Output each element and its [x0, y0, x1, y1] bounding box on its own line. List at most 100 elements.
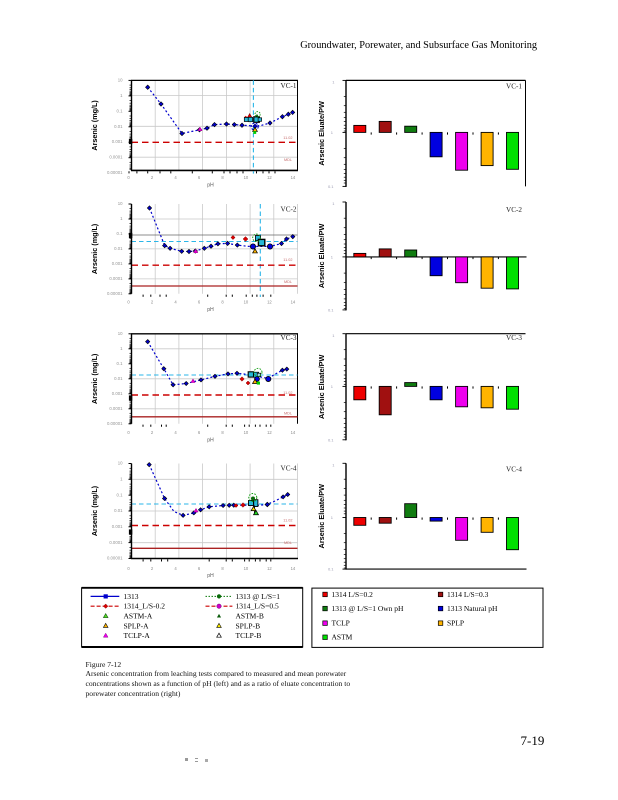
svg-text:0.01: 0.01: [114, 124, 123, 129]
svg-text:1: 1: [331, 255, 334, 260]
svg-text:6: 6: [198, 430, 201, 435]
svg-text:VC-4: VC-4: [506, 466, 522, 474]
svg-text:VC-4: VC-4: [281, 464, 297, 472]
svg-text:10: 10: [244, 566, 249, 571]
svg-text:11.02: 11.02: [283, 136, 292, 140]
svg-text:4: 4: [174, 299, 177, 304]
svg-text:0.0001: 0.0001: [109, 155, 123, 160]
svg-text:11.02: 11.02: [283, 258, 292, 262]
svg-text:1: 1: [120, 476, 123, 481]
svg-text:10: 10: [118, 77, 123, 82]
svg-text:1313: 1313: [124, 592, 139, 601]
svg-text:0: 0: [127, 175, 130, 180]
svg-text:0.1: 0.1: [328, 308, 334, 313]
svg-text:TCLP-A: TCLP-A: [124, 631, 151, 640]
svg-text:10: 10: [244, 430, 249, 435]
svg-text:VC-3: VC-3: [281, 334, 297, 342]
svg-text:MDL: MDL: [284, 412, 292, 416]
svg-text:8: 8: [221, 430, 224, 435]
svg-text:1: 1: [120, 346, 123, 351]
svg-text:4: 4: [174, 430, 177, 435]
svg-text:1: 1: [332, 333, 335, 338]
svg-text:VC-2: VC-2: [506, 206, 522, 214]
svg-text:8: 8: [221, 566, 224, 571]
svg-text:10: 10: [244, 175, 249, 180]
svg-text:Arsenic (mg/L): Arsenic (mg/L): [90, 100, 99, 151]
svg-text:0.001: 0.001: [112, 524, 123, 529]
svg-text:10: 10: [118, 461, 123, 466]
svg-text:VC-2: VC-2: [281, 206, 297, 214]
svg-text:10: 10: [118, 201, 123, 206]
svg-text:2: 2: [151, 299, 154, 304]
svg-text:SPLP-A: SPLP-A: [124, 621, 150, 630]
svg-text:pH: pH: [207, 307, 214, 313]
svg-text:0.1: 0.1: [117, 231, 124, 236]
svg-text:12: 12: [267, 299, 272, 304]
svg-text:0: 0: [127, 566, 130, 571]
svg-text:2: 2: [151, 566, 154, 571]
svg-text:0.001: 0.001: [112, 391, 123, 396]
svg-text:ASTM-A: ASTM-A: [124, 612, 153, 621]
svg-text:10: 10: [244, 299, 249, 304]
svg-text:pH: pH: [207, 183, 214, 189]
svg-text:0.0001: 0.0001: [109, 276, 123, 281]
svg-text:0.00001: 0.00001: [107, 170, 123, 175]
svg-text:14: 14: [291, 430, 296, 435]
svg-text:4: 4: [174, 566, 177, 571]
svg-text:VC-1: VC-1: [281, 82, 297, 90]
svg-text:0: 0: [127, 430, 130, 435]
svg-text:10: 10: [118, 331, 123, 336]
svg-text:0.00001: 0.00001: [107, 421, 123, 426]
svg-text:0.001: 0.001: [112, 261, 123, 266]
svg-text:0.01: 0.01: [114, 246, 123, 251]
svg-text:2: 2: [151, 430, 154, 435]
svg-text:pH: pH: [207, 438, 214, 444]
svg-text:Arsenic Eluate/PW: Arsenic Eluate/PW: [317, 484, 326, 549]
svg-text:0.0001: 0.0001: [109, 540, 123, 545]
svg-text:1313 @ L/S=1: 1313 @ L/S=1: [236, 592, 281, 601]
svg-text:11.02: 11.02: [283, 391, 292, 395]
svg-text:0.01: 0.01: [114, 376, 123, 381]
svg-text:TCLP-B: TCLP-B: [236, 631, 262, 640]
svg-text:1313 @ L/S=1 Own pH: 1313 @ L/S=1 Own pH: [332, 604, 405, 613]
svg-text:1: 1: [120, 216, 123, 221]
svg-text:Arsenic Eluate/PW: Arsenic Eluate/PW: [317, 101, 326, 166]
svg-text:pH: pH: [207, 573, 214, 579]
svg-text:0.1: 0.1: [117, 492, 124, 497]
svg-text:1314_L/S=0.5: 1314_L/S=0.5: [236, 602, 279, 611]
svg-text:0: 0: [127, 299, 130, 304]
svg-text:1: 1: [331, 515, 334, 520]
svg-text:12: 12: [267, 430, 272, 435]
svg-text:MDL: MDL: [284, 541, 292, 545]
svg-text:1: 1: [332, 463, 335, 468]
svg-text:0.00001: 0.00001: [107, 556, 123, 561]
svg-text:12: 12: [267, 566, 272, 571]
svg-text:0.1: 0.1: [328, 567, 334, 572]
svg-text:ASTM-B: ASTM-B: [236, 612, 264, 621]
svg-text:SPLP-B: SPLP-B: [236, 621, 261, 630]
svg-text:SPLP: SPLP: [447, 619, 464, 628]
svg-text:8: 8: [221, 299, 224, 304]
svg-text:11.02: 11.02: [283, 519, 292, 523]
svg-text:TCLP: TCLP: [332, 619, 350, 628]
svg-text:1313 Natural pH: 1313 Natural pH: [447, 604, 498, 613]
svg-text:1314_L/S-0.2: 1314_L/S-0.2: [124, 602, 166, 611]
svg-text:ASTM: ASTM: [332, 633, 353, 642]
svg-text:1314 L/S=0.3: 1314 L/S=0.3: [447, 590, 489, 599]
svg-text:1: 1: [332, 201, 335, 206]
svg-text:0.01: 0.01: [114, 508, 123, 513]
svg-text:8: 8: [221, 175, 224, 180]
svg-text:0.1: 0.1: [328, 437, 334, 442]
svg-text:VC-1: VC-1: [506, 83, 522, 91]
svg-text:4: 4: [174, 175, 177, 180]
svg-text:Arsenic (mg/L): Arsenic (mg/L): [90, 353, 99, 404]
svg-text:6: 6: [198, 299, 201, 304]
svg-text:Arsenic Eluate/PW: Arsenic Eluate/PW: [317, 224, 326, 289]
svg-text:0.1: 0.1: [117, 361, 124, 366]
svg-text:0.0001: 0.0001: [109, 406, 123, 411]
svg-text:0.00001: 0.00001: [107, 291, 123, 296]
svg-text:1: 1: [331, 130, 334, 135]
svg-text:1: 1: [120, 93, 123, 98]
svg-text:14: 14: [291, 299, 296, 304]
svg-text:1: 1: [331, 384, 334, 389]
